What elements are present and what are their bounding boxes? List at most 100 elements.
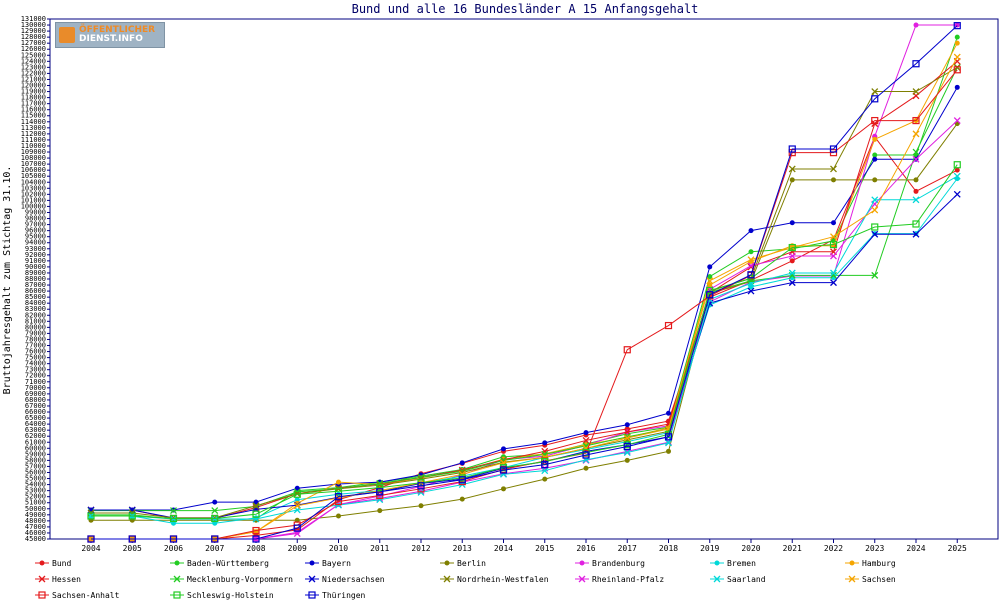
data-point xyxy=(623,442,631,451)
series-line xyxy=(91,164,958,519)
data-point xyxy=(747,256,755,264)
legend-item: Rheinland-Pfalz xyxy=(575,575,664,584)
data-point xyxy=(87,512,95,520)
legend-marker xyxy=(38,591,46,599)
data-point xyxy=(789,177,795,183)
y-tick-label: 67000 xyxy=(25,402,46,410)
data-point xyxy=(293,502,301,510)
data-point xyxy=(953,66,961,74)
y-tick-label: 57000 xyxy=(25,462,46,470)
data-point xyxy=(748,249,754,255)
legend-label: Saarland xyxy=(727,575,766,584)
legend-item: Bayern xyxy=(305,559,351,568)
plot-frame xyxy=(49,18,999,540)
data-point xyxy=(87,506,95,514)
data-point xyxy=(458,476,466,484)
data-point xyxy=(747,274,755,282)
y-tick-label: 100000 xyxy=(21,202,46,210)
x-tick-label: 2019 xyxy=(700,544,719,553)
data-point xyxy=(830,279,837,287)
series-line xyxy=(91,56,958,540)
y-tick-label: 126000 xyxy=(21,45,46,53)
data-point xyxy=(871,230,879,238)
legend-marker xyxy=(713,575,721,583)
series-17 xyxy=(87,22,961,543)
data-point xyxy=(829,145,838,153)
data-point xyxy=(954,84,960,90)
y-tick-label: 110000 xyxy=(21,142,46,150)
y-axis-ticks: 4500046000470004800049000500005100052000… xyxy=(21,15,50,543)
legend-label: Thüringen xyxy=(322,591,366,600)
legend-item: Thüringen xyxy=(305,591,366,600)
series-line xyxy=(91,60,958,519)
series-line xyxy=(91,67,958,512)
y-tick-label: 71000 xyxy=(25,378,46,386)
legend-item: Baden-Württemberg xyxy=(170,559,269,568)
series-8 xyxy=(87,57,961,522)
legend-item: Mecklenburg-Vorpommern xyxy=(170,575,293,584)
data-point xyxy=(128,535,136,543)
y-tick-label: 129000 xyxy=(21,27,46,35)
data-point xyxy=(872,177,878,183)
data-point xyxy=(872,156,878,162)
data-point xyxy=(830,165,837,173)
legend-marker xyxy=(849,560,855,566)
data-point xyxy=(953,172,961,180)
x-tick-label: 2017 xyxy=(618,544,637,553)
data-point xyxy=(912,155,920,163)
data-point xyxy=(829,149,838,157)
legend-label: Baden-Württemberg xyxy=(187,559,269,568)
y-tick-label: 55000 xyxy=(25,475,46,483)
data-point xyxy=(211,535,219,543)
data-point xyxy=(623,449,631,456)
legend-label: Schleswig-Holstein xyxy=(187,591,274,600)
y-tick-label: 99000 xyxy=(25,208,46,216)
x-tick-label: 2009 xyxy=(288,544,307,553)
legend-marker xyxy=(173,591,181,599)
data-point xyxy=(707,264,713,270)
y-tick-label: 62000 xyxy=(25,432,46,440)
series-line xyxy=(91,69,958,540)
y-tick-label: 121000 xyxy=(21,75,46,83)
series-11 xyxy=(87,63,961,522)
y-tick-label: 114000 xyxy=(21,118,46,126)
legend-marker xyxy=(308,591,316,599)
x-tick-label: 2015 xyxy=(535,544,554,553)
y-tick-label: 96000 xyxy=(25,227,46,235)
y-tick-label: 74000 xyxy=(25,360,46,368)
data-point xyxy=(542,476,548,482)
x-tick-label: 2021 xyxy=(783,544,802,553)
data-point xyxy=(871,95,879,103)
y-tick-label: 125000 xyxy=(21,51,46,59)
data-point xyxy=(169,514,178,523)
legend-marker xyxy=(443,575,451,583)
data-point xyxy=(170,507,177,515)
y-tick-label: 61000 xyxy=(25,438,46,446)
data-point xyxy=(953,22,961,30)
data-point xyxy=(912,60,920,68)
data-point xyxy=(169,535,178,543)
data-point xyxy=(954,34,960,40)
data-point xyxy=(706,286,714,295)
data-point xyxy=(418,503,424,509)
data-point xyxy=(252,510,260,518)
legend-label: Nordrhein-Westfalen xyxy=(457,575,549,584)
data-point xyxy=(334,497,343,506)
x-tick-label: 2013 xyxy=(453,544,472,553)
legend-label: Berlin xyxy=(457,559,486,568)
y-tick-label: 97000 xyxy=(25,221,46,229)
data-point xyxy=(665,439,672,447)
data-point xyxy=(788,269,796,277)
data-point xyxy=(830,252,837,260)
y-tick-label: 118000 xyxy=(21,94,46,102)
series-7 xyxy=(88,40,960,542)
chart-axes xyxy=(49,18,999,540)
x-tick-label: 2012 xyxy=(411,544,430,553)
series-line xyxy=(91,178,958,524)
data-point xyxy=(211,514,219,523)
data-point xyxy=(666,448,671,454)
data-point xyxy=(293,524,301,532)
data-point xyxy=(666,410,671,416)
data-point xyxy=(417,482,425,490)
y-tick-label: 95000 xyxy=(25,233,46,241)
